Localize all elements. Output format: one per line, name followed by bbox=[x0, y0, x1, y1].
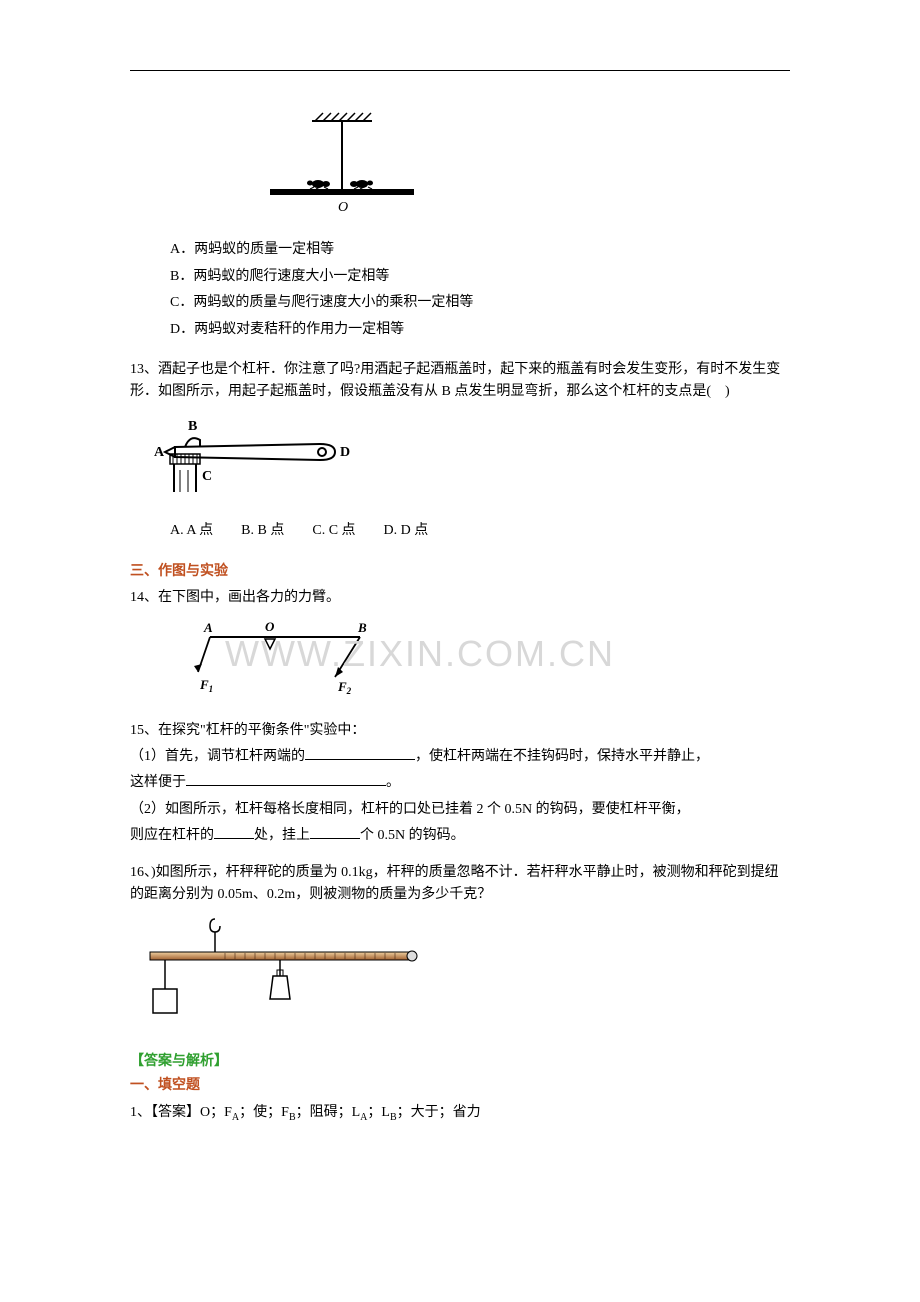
q16-svg bbox=[130, 914, 430, 1024]
weight-icon bbox=[270, 976, 290, 999]
answer-1: 1、【答案】O；FA；使；FB；阻碍；LA；LB；大于；省力 bbox=[130, 1102, 790, 1126]
q15-line4-c: 个 0.5N 的钩码。 bbox=[360, 828, 465, 843]
blank-2[interactable] bbox=[186, 785, 386, 786]
a1-t5: ；大于；省力 bbox=[397, 1105, 481, 1120]
q15-line2-b: 。 bbox=[386, 775, 400, 790]
q15-line4-a: 则应在杠杆的 bbox=[130, 828, 214, 843]
page-content: O A．两蚂蚁的质量一定相等 B．两蚂蚁的爬行速度大小一定相等 C bbox=[0, 0, 920, 1169]
q13-figure: A B C D bbox=[140, 412, 790, 510]
q15-line3: （2）如图所示，杠杆每格长度相同，杠杆的口处已挂着 2 个 0.5N 的钩码，要… bbox=[130, 799, 790, 821]
answers-heading: 【答案与解析】 bbox=[130, 1051, 790, 1073]
a1-t4: ；L bbox=[367, 1105, 390, 1120]
a1-sub-lb: B bbox=[390, 1111, 397, 1122]
q14-label-f2: F2 bbox=[337, 679, 352, 696]
blank-4[interactable] bbox=[310, 838, 360, 839]
q14-label-b: B bbox=[357, 620, 367, 635]
header-rule bbox=[130, 70, 790, 71]
ant-left-icon bbox=[307, 180, 330, 189]
a1-t3: ；阻碍；L bbox=[296, 1105, 361, 1120]
q13-label-c: C bbox=[202, 469, 212, 484]
q12-label-o: O bbox=[338, 200, 348, 215]
q14-label-a: A bbox=[203, 620, 213, 635]
q12-options: A．两蚂蚁的质量一定相等 B．两蚂蚁的爬行速度大小一定相等 C．两蚂蚁的质量与爬… bbox=[170, 239, 790, 341]
hook-icon bbox=[210, 919, 220, 932]
answers-section-1: 一、填空题 bbox=[130, 1075, 790, 1097]
measured-object-icon bbox=[153, 989, 177, 1013]
q15-line4-b: 处，挂上 bbox=[254, 828, 310, 843]
q14-label-o: O bbox=[265, 619, 275, 634]
a1-t2: ；使；F bbox=[239, 1105, 289, 1120]
q14-figure: A O B F1 F2 bbox=[190, 617, 790, 705]
ant-right-icon bbox=[350, 180, 373, 189]
blank-3[interactable] bbox=[214, 838, 254, 839]
q12-option-b: B．两蚂蚁的爬行速度大小一定相等 bbox=[170, 266, 790, 288]
a1-prefix: 1、【答案】O；F bbox=[130, 1105, 232, 1120]
q15-line1-a: （1）首先，调节杠杆两端的 bbox=[130, 749, 305, 764]
q14-stem: 14、在下图中，画出各力的力臂。 bbox=[130, 587, 790, 609]
q16-figure bbox=[130, 914, 790, 1032]
q14-svg: A O B F1 F2 bbox=[190, 617, 390, 697]
q13-label-d: D bbox=[340, 445, 350, 460]
a1-sub-b: B bbox=[289, 1111, 296, 1122]
q15-line4: 则应在杠杆的 处，挂上 个 0.5N 的钩码。 bbox=[130, 825, 790, 847]
q13-svg: A B C D bbox=[140, 412, 360, 502]
q13-options: A. A 点 B. B 点 C. C 点 D. D 点 bbox=[170, 520, 790, 542]
q12-svg: O bbox=[260, 111, 420, 221]
q15-line1-b: ，使杠杆两端在不挂钩码时，保持水平并静止， bbox=[415, 749, 709, 764]
q12-figure: O bbox=[260, 111, 790, 229]
q14-label-f1: F1 bbox=[199, 677, 213, 694]
q12-option-d: D．两蚂蚁对麦秸秆的作用力一定相等 bbox=[170, 319, 790, 341]
steelyard-beam bbox=[150, 952, 410, 960]
blank-1[interactable] bbox=[305, 759, 415, 760]
q12-option-c: C．两蚂蚁的质量与爬行速度大小的乘积一定相等 bbox=[170, 292, 790, 314]
q13-label-a: A bbox=[154, 445, 165, 460]
q12-option-a: A．两蚂蚁的质量一定相等 bbox=[170, 239, 790, 261]
q13-stem: 13、酒起子也是个杠杆．你注意了吗?用酒起子起酒瓶盖时，起下来的瓶盖有时会发生变… bbox=[130, 359, 790, 404]
section-3-heading: 三、作图与实验 bbox=[130, 561, 790, 583]
q15-stem: 15、在探究"杠杆的平衡条件"实验中： bbox=[130, 720, 790, 742]
q15-line1: （1）首先，调节杠杆两端的 ，使杠杆两端在不挂钩码时，保持水平并静止， bbox=[130, 746, 790, 768]
q15-line2: 这样便于 。 bbox=[130, 772, 790, 794]
q13-label-b: B bbox=[188, 419, 197, 434]
page-container: WWW.ZIXIN.COM.CN O bbox=[0, 0, 920, 1169]
q15-line2-a: 这样便于 bbox=[130, 775, 186, 790]
q16-stem: 16、)如图所示，杆秤秤砣的质量为 0.1kg，杆秤的质量忽略不计．若杆秤水平静… bbox=[130, 862, 790, 907]
bottle-cap-icon bbox=[170, 454, 200, 492]
